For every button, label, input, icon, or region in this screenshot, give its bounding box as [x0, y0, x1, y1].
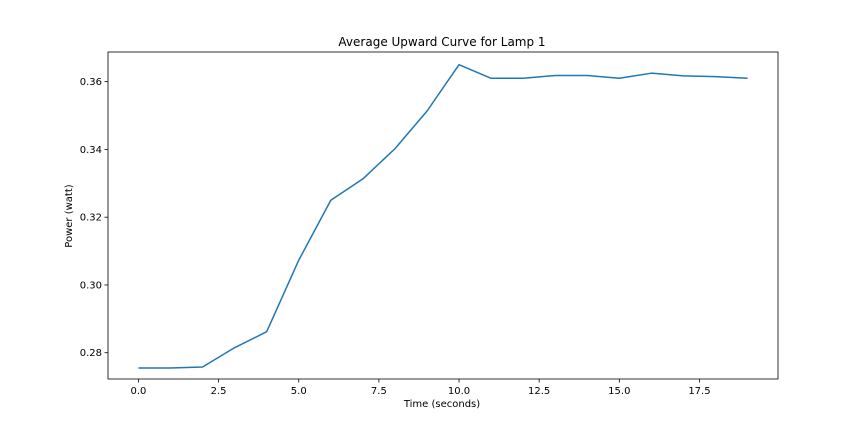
y-tick-label: 0.32	[80, 213, 102, 224]
x-axis-ticks: 0.0 2.5 5.0 7.5 10.0 12.5 15.0 17.5	[131, 379, 711, 397]
x-tick-label: 7.5	[371, 386, 387, 397]
x-tick-label: 15.0	[608, 386, 630, 397]
y-axis-label: Power (watt)	[64, 184, 75, 247]
x-tick-label: 12.5	[528, 386, 550, 397]
x-tick-label: 10.0	[448, 386, 470, 397]
chart-title: Average Upward Curve for Lamp 1	[338, 35, 545, 49]
y-axis-ticks: 0.28 0.30 0.32 0.34 0.36	[80, 77, 108, 359]
x-tick-label: 0.0	[131, 386, 147, 397]
y-tick-label: 0.28	[80, 348, 102, 359]
y-tick-label: 0.34	[80, 145, 102, 156]
y-tick-label: 0.30	[80, 280, 102, 291]
series-line	[138, 65, 747, 368]
series-layer	[138, 65, 747, 368]
plot-frame	[108, 52, 778, 379]
y-tick-label: 0.36	[80, 77, 102, 88]
x-tick-label: 2.5	[211, 386, 227, 397]
x-tick-label: 17.5	[688, 386, 710, 397]
x-tick-label: 5.0	[291, 386, 307, 397]
x-axis-label: Time (seconds)	[403, 399, 480, 410]
